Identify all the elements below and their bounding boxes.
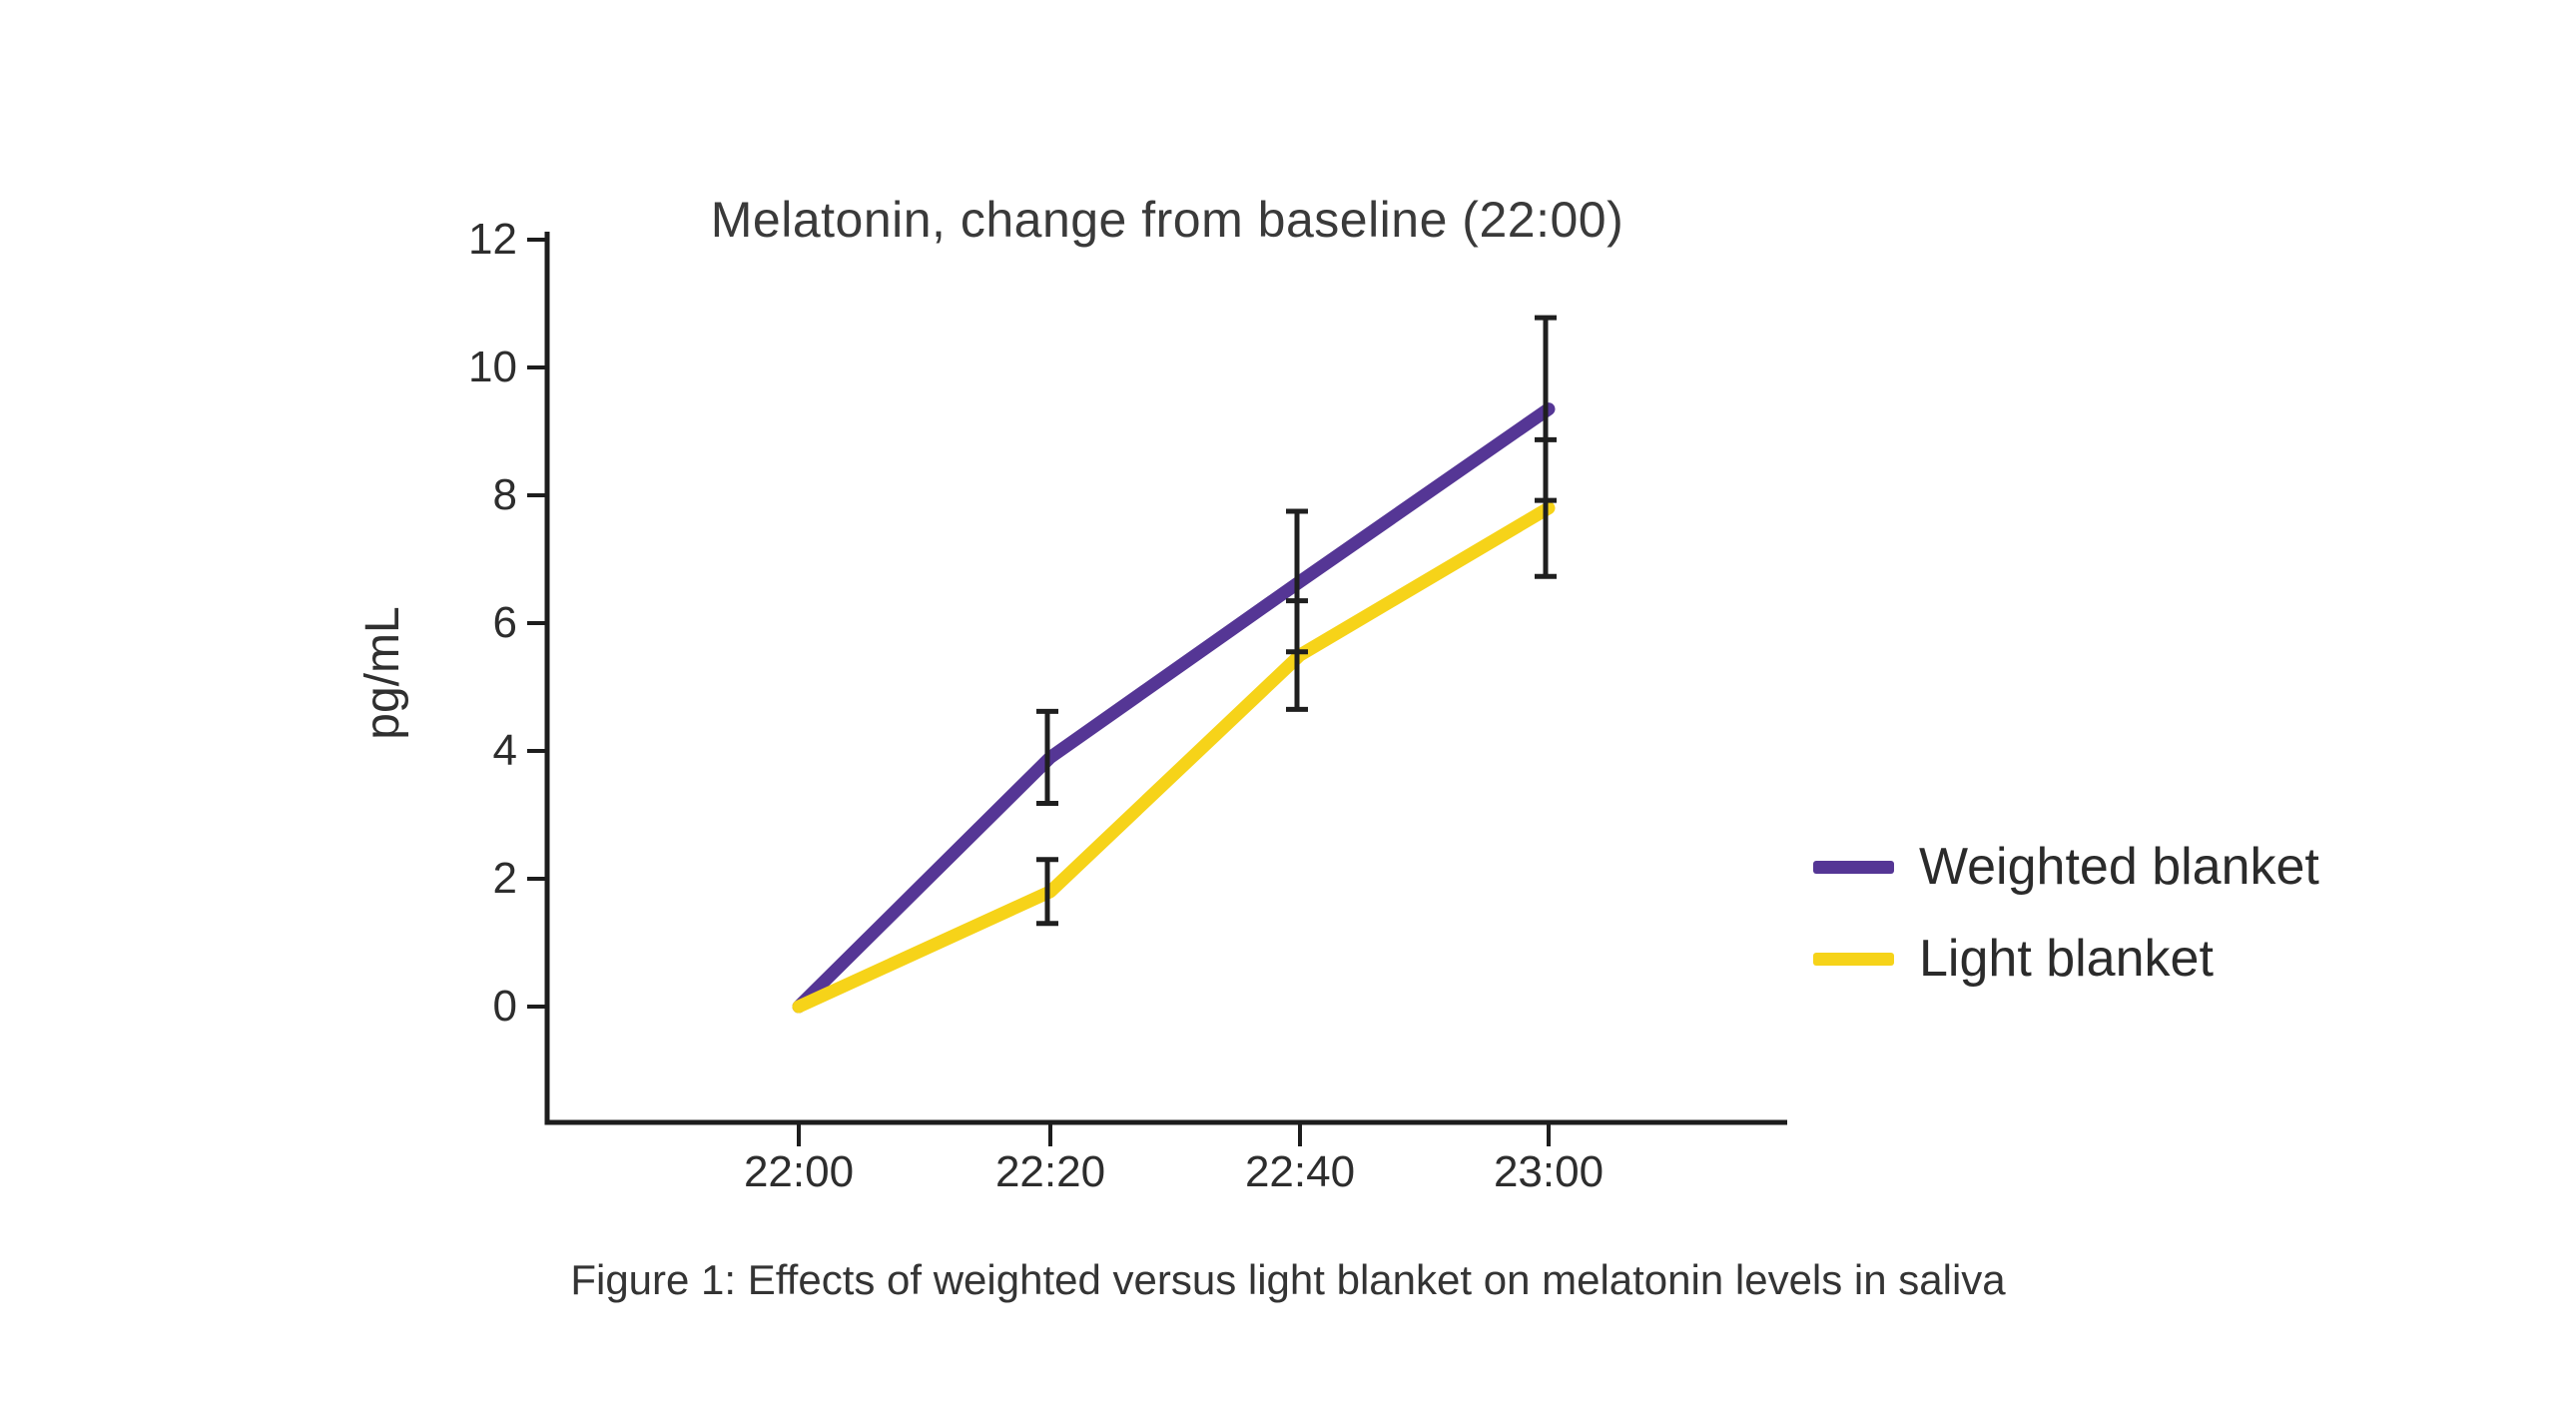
chart-title: Melatonin, change from baseline (22:00): [710, 192, 1624, 248]
y-tick-label-6: 6: [492, 598, 517, 647]
y-tick-label-2: 2: [492, 854, 517, 903]
legend-item-light: Light blanket: [1813, 933, 2319, 985]
x-tick-label-22:20: 22:20: [994, 1147, 1106, 1196]
figure-caption: Figure 1: Effects of weighted versus lig…: [570, 1256, 2006, 1303]
x-tick-label-23:00: 23:00: [1493, 1147, 1605, 1196]
y-tick-label-8: 8: [492, 470, 517, 519]
series-line-weighted: [792, 402, 1556, 1014]
legend-label-weighted: Weighted blanket: [1919, 838, 2319, 896]
legend: Weighted blanket Light blanket: [1813, 841, 2319, 985]
legend-item-weighted: Weighted blanket: [1813, 841, 2319, 893]
x-tick-label-22:00: 22:00: [743, 1147, 855, 1196]
x-tick-label-22:40: 22:40: [1244, 1147, 1356, 1196]
y-tick-label-10: 10: [468, 343, 517, 391]
y-tick-label-12: 12: [468, 215, 517, 264]
y-tick-label-0: 0: [492, 982, 517, 1031]
legend-swatch-weighted-line-icon: [1813, 860, 1894, 874]
y-tick-label-4: 4: [492, 726, 517, 775]
legend-swatch-light-line-icon: [1813, 952, 1894, 966]
legend-label-light: Light blanket: [1919, 930, 2214, 988]
series-line-light: [792, 501, 1556, 1014]
